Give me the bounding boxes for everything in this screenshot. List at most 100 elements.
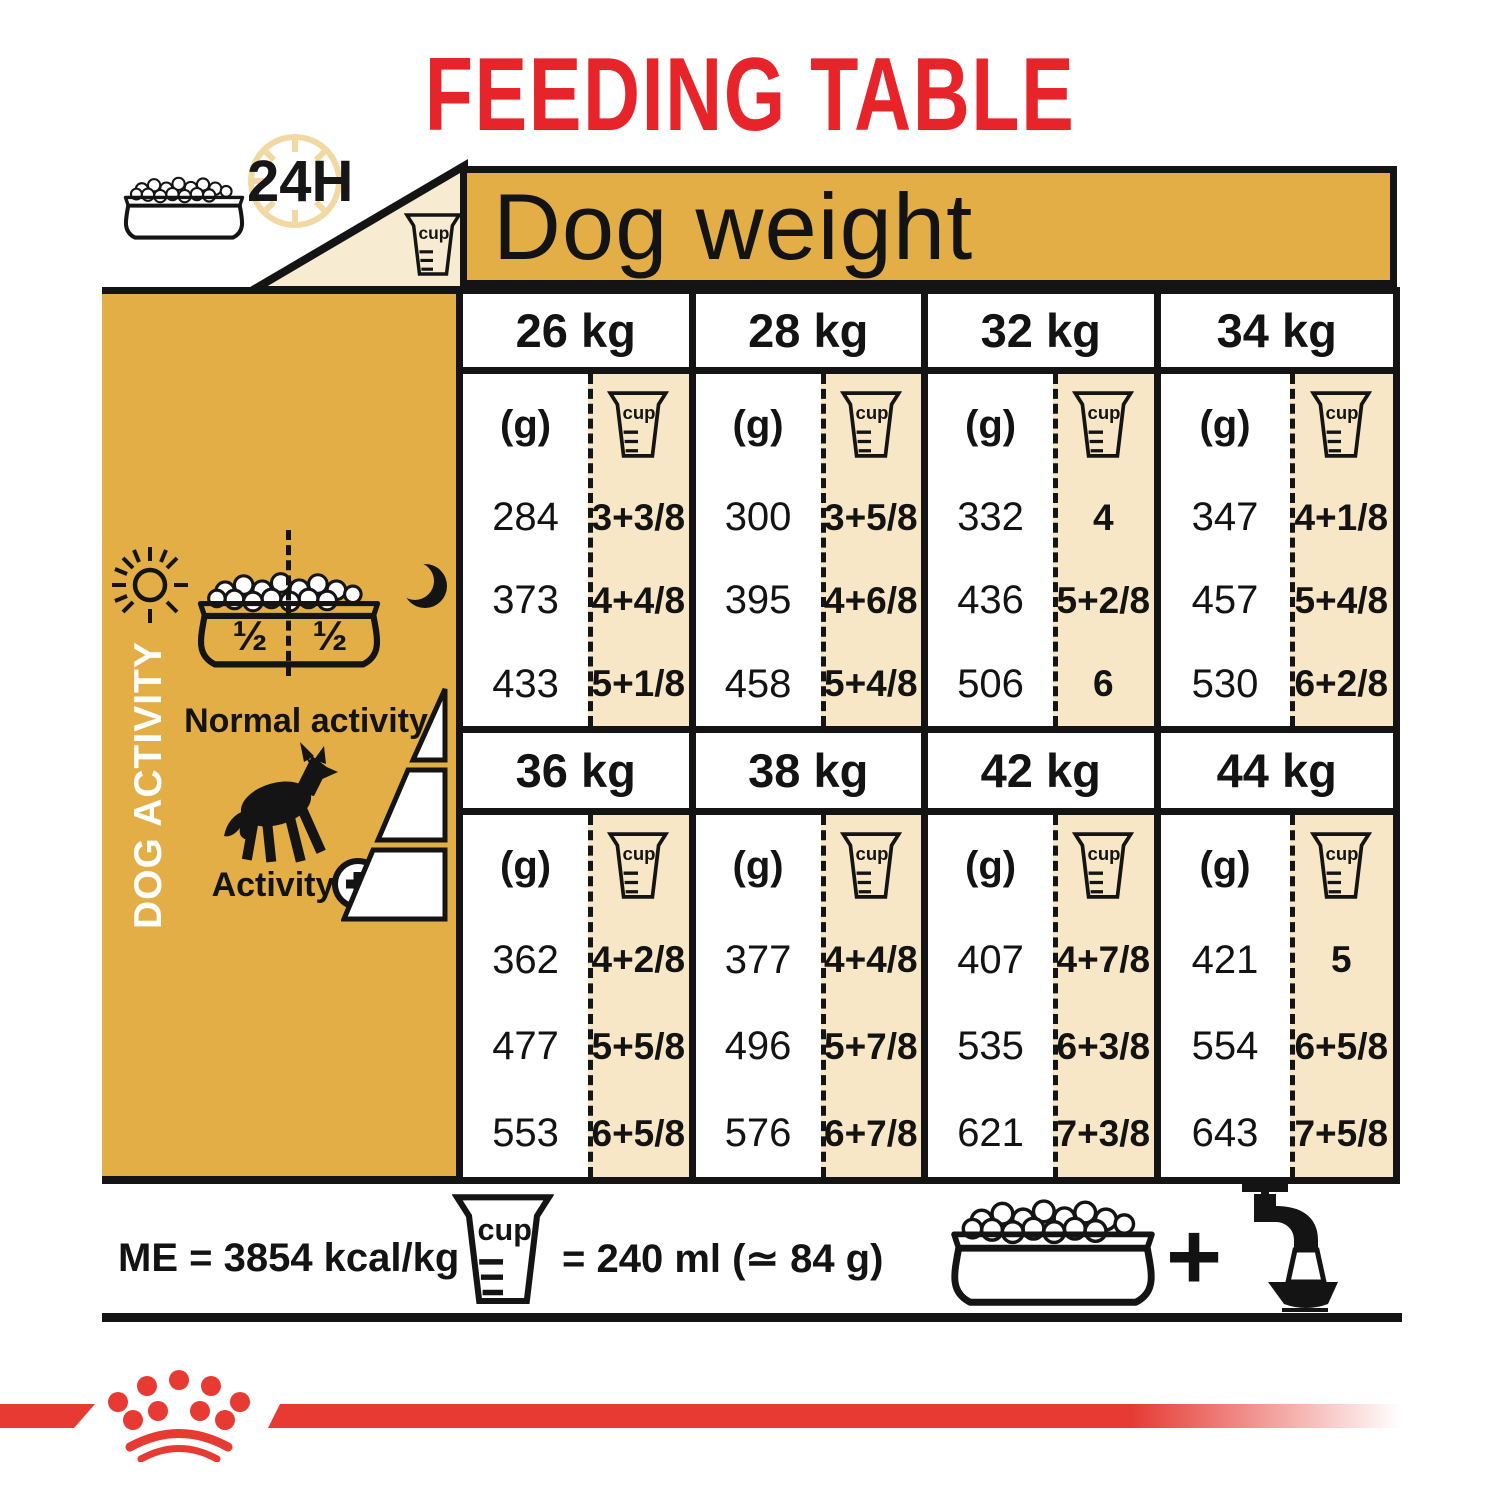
grams-value: 395	[724, 578, 792, 623]
cup-value: 6+5/8	[591, 1112, 686, 1154]
cup-value: 4	[1093, 496, 1114, 538]
grams-value: 421	[1191, 937, 1259, 982]
normal-activity-label: Normal activity	[184, 702, 428, 740]
weight-group-2: 36 kg (g) 362 4+2/8 477 5+5/8 553 6+5/8 …	[463, 733, 1393, 1177]
grams-value: 436	[957, 578, 1024, 623]
cup-value: 6+5/8	[1294, 1025, 1389, 1067]
grams-value: 530	[1191, 661, 1259, 706]
dog-silhouette-icon	[224, 742, 338, 863]
column-28kg: 28 kg (g) 300 3+5/8 395 4+6/8 458 5+4/8	[695, 294, 928, 726]
weight-header: 26 kg	[463, 294, 689, 374]
meal-split-divider	[286, 530, 291, 676]
grams-value: 576	[724, 1111, 792, 1156]
grams-value: 433	[492, 661, 559, 706]
cup-value: 5+4/8	[824, 663, 918, 705]
royal-canin-crown-logo	[108, 1370, 250, 1462]
water-tap-icon	[1242, 1178, 1338, 1312]
plus-sign: +	[1166, 1203, 1223, 1310]
grams-value: 477	[492, 1024, 559, 1069]
weight-group-1: 26 kg (g) 284 3+3/8 373 4+4/8 433 5+1/8 …	[463, 294, 1393, 733]
grams-value: 300	[724, 495, 792, 540]
metabolizable-energy-label: ME = 3854 kcal/kg	[118, 1236, 460, 1280]
grams-value: 458	[724, 661, 792, 706]
clock-24h-icon	[248, 134, 342, 228]
weight-header: 36 kg	[463, 733, 689, 815]
grams-value: 554	[1191, 1024, 1259, 1069]
moon-icon	[398, 562, 447, 608]
grams-value: 407	[957, 937, 1024, 982]
grams-value: 506	[957, 661, 1024, 706]
food-bowl-icon	[938, 1186, 1168, 1315]
cup-value: 4+7/8	[1056, 939, 1151, 981]
cup-column-band	[1289, 815, 1393, 1177]
grams-value: 457	[1191, 578, 1259, 623]
grams-unit-label: (g)	[1199, 843, 1251, 888]
cup-column-band	[820, 815, 921, 1177]
column-36kg: 36 kg (g) 362 4+2/8 477 5+5/8 553 6+5/8	[463, 733, 696, 1177]
weight-header: 44 kg	[1160, 733, 1393, 815]
weight-header: 42 kg	[928, 733, 1154, 815]
cup-column-band	[820, 374, 921, 726]
weight-header: 34 kg	[1160, 294, 1393, 374]
cup-icon	[452, 1192, 554, 1308]
cup-value: 4+2/8	[591, 939, 686, 981]
cup-icon	[588, 815, 688, 917]
cup-value: 4+4/8	[824, 939, 918, 981]
cup-icon	[1290, 815, 1393, 917]
grams-unit-label: (g)	[500, 402, 552, 447]
cup-column-band	[1053, 815, 1154, 1177]
activity-label: Activity	[211, 866, 335, 904]
cup-value: 6+7/8	[824, 1112, 918, 1154]
cup-value: 3+3/8	[591, 496, 686, 538]
grams-value: 496	[724, 1024, 792, 1069]
grams-value: 373	[492, 578, 559, 623]
cup-value: 5+2/8	[1056, 579, 1151, 621]
grams-value: 535	[957, 1024, 1024, 1069]
cup-value: 5+1/8	[591, 663, 686, 705]
grams-value: 347	[1191, 495, 1259, 540]
cup-icon	[588, 374, 688, 476]
dog-activity-panel: ½ ½ DOG ACTIVITY Normal activity Activit…	[102, 287, 460, 1184]
cup-icon	[1290, 374, 1393, 476]
grams-value: 284	[492, 495, 559, 540]
cup-value: 6	[1093, 663, 1114, 705]
half-portion-evening: ½	[312, 612, 348, 659]
cup-value: 5+7/8	[824, 1025, 918, 1067]
cup-value: 4+1/8	[1294, 496, 1389, 538]
grams-unit-label: (g)	[732, 843, 784, 888]
cup-value: 4+6/8	[824, 579, 918, 621]
cup-equivalence-label: = 240 ml (≃ 84 g)	[562, 1237, 884, 1281]
grams-value: 643	[1191, 1111, 1259, 1156]
cup-column-band	[588, 374, 689, 726]
half-portion-morning: ½	[232, 612, 268, 659]
page-title: FEEDING TABLE	[424, 37, 1076, 153]
cup-icon	[821, 374, 921, 476]
column-32kg: 32 kg (g) 332 4 436 5+2/8 506 6	[928, 294, 1161, 726]
cup-value: 5+4/8	[1294, 579, 1389, 621]
grams-value: 377	[724, 937, 792, 982]
cup-column-band	[1289, 374, 1393, 726]
cup-icon	[821, 815, 921, 917]
cup-value: 6+3/8	[1056, 1025, 1151, 1067]
cup-value: 5+5/8	[591, 1025, 686, 1067]
grams-unit-label: (g)	[1199, 402, 1251, 447]
cup-column-band	[1053, 374, 1154, 726]
cup-value: 6+2/8	[1294, 663, 1389, 705]
cup-icon	[404, 212, 462, 278]
dog-weight-header: Dog weight	[460, 166, 1397, 287]
grams-unit-label: (g)	[965, 843, 1017, 888]
brand-stripe-right	[268, 1404, 1500, 1428]
column-44kg: 44 kg (g) 421 5 554 6+5/8 643 7+5/8	[1160, 733, 1393, 1177]
grams-unit-label: (g)	[732, 402, 784, 447]
weight-header: 28 kg	[695, 294, 921, 374]
cup-value: 3+5/8	[824, 496, 918, 538]
feeding-table: 26 kg (g) 284 3+3/8 373 4+4/8 433 5+1/8 …	[456, 287, 1400, 1184]
cup-column-band	[588, 815, 689, 1177]
cup-value: 7+5/8	[1294, 1112, 1389, 1154]
cup-value: 7+3/8	[1056, 1112, 1151, 1154]
cup-value: 4+4/8	[591, 579, 686, 621]
footer-divider	[102, 1313, 1402, 1322]
grams-value: 621	[957, 1111, 1024, 1156]
grams-unit-label: (g)	[500, 843, 552, 888]
